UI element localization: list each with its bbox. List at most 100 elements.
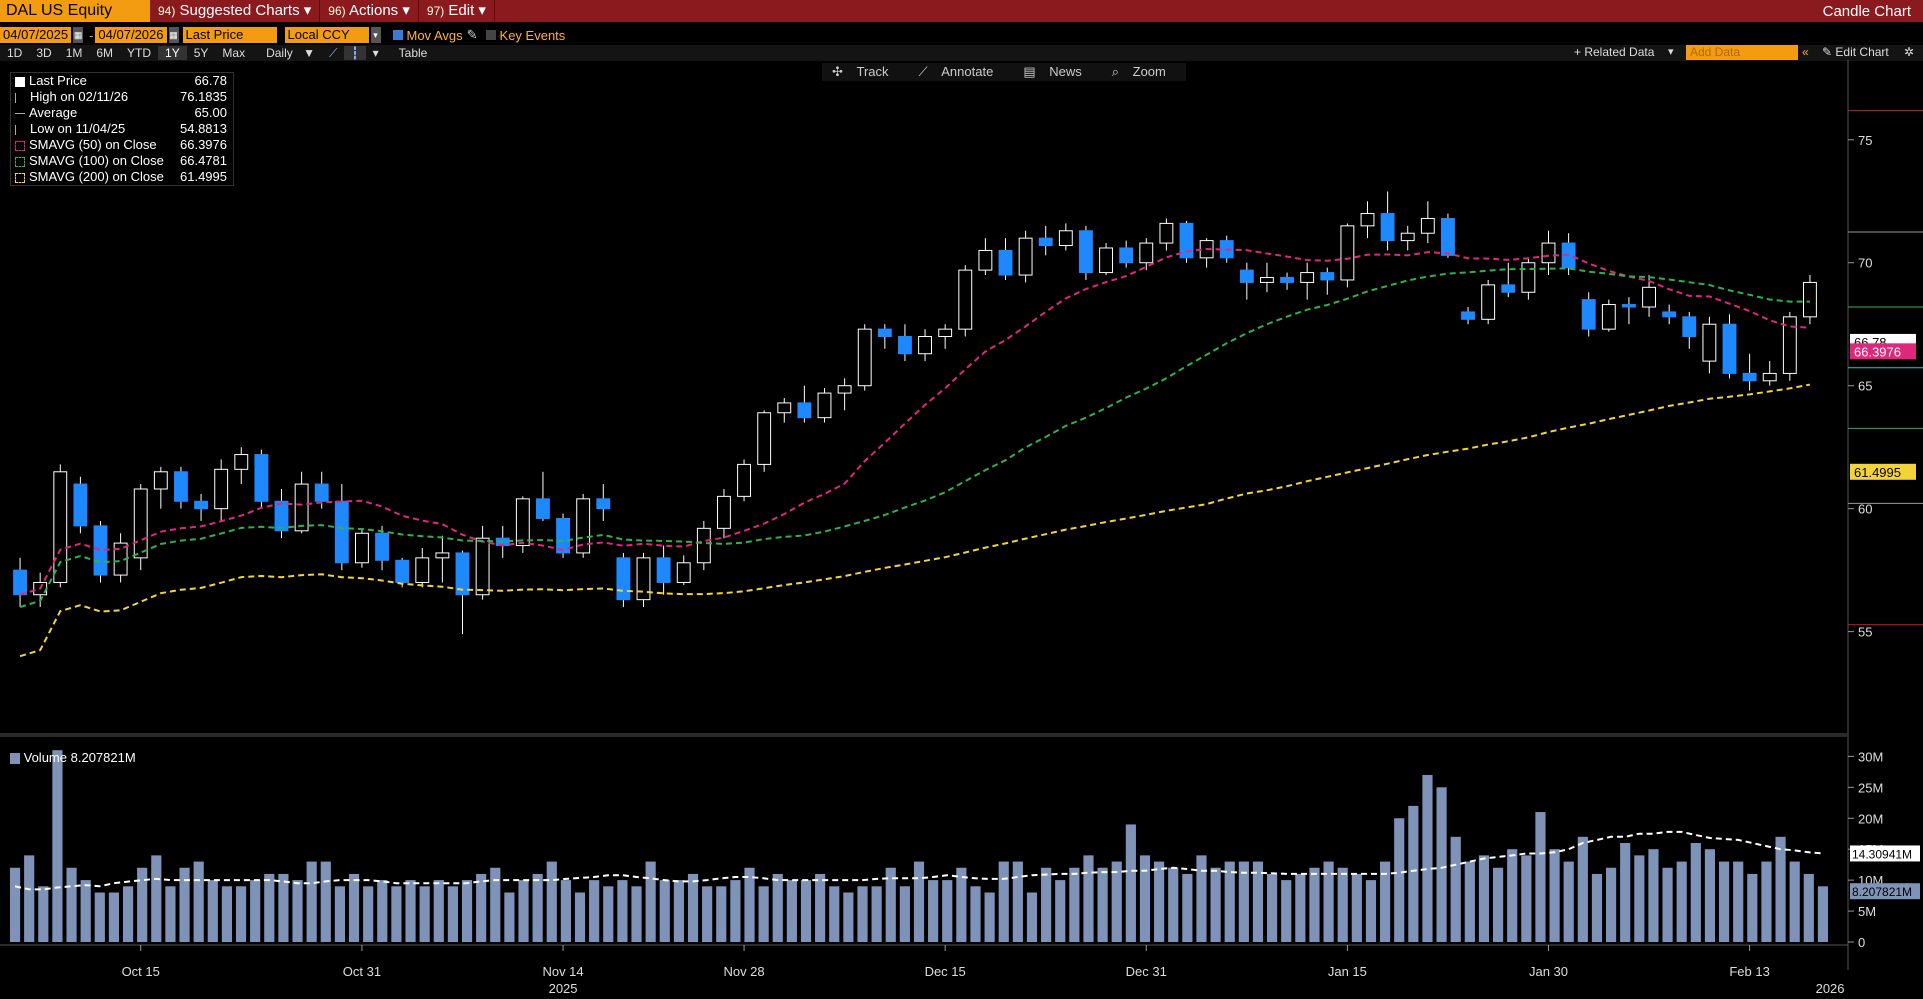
volume-bar xyxy=(758,886,769,942)
volume-bar xyxy=(66,867,77,942)
volume-bar xyxy=(871,886,882,942)
chevron-down-icon[interactable]: ▾ xyxy=(372,46,379,60)
candle xyxy=(877,324,892,349)
volume-bar xyxy=(1704,849,1716,942)
add-data-input[interactable]: Add Data xyxy=(1686,45,1798,60)
edit-chart-button[interactable]: ✎ Edit Chart xyxy=(1822,45,1889,59)
volume-bar xyxy=(108,892,120,942)
candle xyxy=(1461,307,1475,325)
period-max[interactable]: Max xyxy=(222,46,246,60)
chevron-down-icon[interactable]: ▾ xyxy=(370,27,381,43)
candle xyxy=(1058,223,1073,251)
candle xyxy=(696,520,711,571)
volume-legend-value: 8.207821M xyxy=(70,750,136,765)
pencil-icon[interactable]: ✎ xyxy=(466,27,478,42)
key-events-checkbox[interactable] xyxy=(485,30,496,40)
candle xyxy=(254,449,269,509)
line-chart-icon[interactable]: ⟋ xyxy=(328,45,338,60)
volume-bar xyxy=(1125,824,1136,942)
candle xyxy=(1079,225,1093,280)
volume-bar xyxy=(1224,861,1235,942)
title-bar: DAL US Equity 94) Suggested Charts ▾ 96)… xyxy=(0,0,1923,22)
candle xyxy=(475,525,490,600)
volume-bar xyxy=(631,886,642,942)
candle xyxy=(1400,225,1415,251)
volume-bar xyxy=(1620,843,1631,942)
related-data-button[interactable]: + Related Data xyxy=(1574,45,1655,59)
volume-bar xyxy=(52,750,63,942)
candle xyxy=(1179,220,1194,263)
candle xyxy=(1601,299,1616,332)
candle xyxy=(1742,353,1757,391)
candle xyxy=(1239,262,1254,300)
volume-bar xyxy=(1648,849,1659,942)
edit-menu[interactable]: 97) Edit ▾ xyxy=(419,0,495,22)
period-1y[interactable]: 1Y xyxy=(158,46,187,60)
candle xyxy=(1340,223,1355,288)
start-date-field[interactable]: 04/07/2025 xyxy=(0,27,72,43)
ticker-field[interactable]: DAL US Equity xyxy=(0,0,150,22)
volume-bar xyxy=(1634,855,1645,942)
x-tick-label: Jan 30 xyxy=(1529,964,1568,979)
candle xyxy=(1280,272,1294,290)
candle xyxy=(1682,311,1697,349)
price-tag: 66.3976 xyxy=(1854,344,1901,359)
annotate-tool[interactable]: ⟋ Annotate xyxy=(918,64,994,79)
volume-bar xyxy=(334,886,345,942)
frequency-select[interactable]: Daily ▼ xyxy=(266,46,315,60)
candle-chart-icon[interactable]: ┇ xyxy=(344,46,366,60)
track-tool[interactable]: ✣ Track xyxy=(832,64,889,79)
candle xyxy=(435,535,450,583)
volume-bar xyxy=(80,880,91,942)
vol-tick-label: 30M xyxy=(1858,749,1883,764)
field-select[interactable]: Last Price xyxy=(182,27,277,43)
calendar-icon[interactable]: ▦ xyxy=(168,27,179,43)
calendar-icon[interactable]: ▦ xyxy=(73,27,84,43)
actions-menu[interactable]: 96) Actions ▾ xyxy=(320,0,419,22)
candle xyxy=(1782,311,1797,381)
chevron-down-icon[interactable]: ▾ xyxy=(1668,46,1674,58)
candle xyxy=(918,329,932,362)
period-ytd[interactable]: YTD xyxy=(127,46,152,60)
zoom-tool[interactable]: ⌕ Zoom xyxy=(1111,64,1166,79)
period-5y[interactable]: 5Y xyxy=(193,46,209,60)
volume-bar xyxy=(1690,843,1701,942)
volume-bar xyxy=(292,880,303,942)
volume-bar xyxy=(1761,861,1772,942)
volume-bar xyxy=(1747,873,1758,942)
candle xyxy=(1099,243,1113,276)
suggested-charts-menu[interactable]: 94) Suggested Charts ▾ xyxy=(150,0,321,22)
period-1m[interactable]: 1M xyxy=(65,46,83,60)
vol-tag-bg xyxy=(1850,845,1920,862)
table-button[interactable]: Table xyxy=(398,46,428,60)
currency-select[interactable]: Local CCY xyxy=(284,27,369,43)
candle xyxy=(274,488,289,539)
volume-bar xyxy=(1478,855,1490,942)
end-date-field[interactable]: 04/07/2026 xyxy=(95,27,167,43)
candle xyxy=(1420,201,1435,244)
volume-bar xyxy=(673,880,684,942)
news-tool[interactable]: ▤ News xyxy=(1023,64,1082,79)
candle xyxy=(1441,213,1455,258)
volume-bar xyxy=(1182,873,1193,942)
volume-bar xyxy=(518,880,529,942)
expand-icon[interactable]: « xyxy=(1802,45,1809,59)
gear-icon[interactable]: ✲ xyxy=(1904,45,1915,59)
vol-tag: 14.30941M xyxy=(1852,847,1912,861)
candle xyxy=(1119,240,1134,268)
candle xyxy=(1762,361,1777,386)
volume-bar xyxy=(984,892,995,942)
mov-avgs-checkbox[interactable] xyxy=(392,30,403,40)
volume-bar xyxy=(1591,873,1603,942)
candle xyxy=(375,525,389,571)
volume-bar xyxy=(589,880,600,942)
volume-bar xyxy=(829,886,840,942)
candle xyxy=(978,238,993,276)
period-3d[interactable]: 3D xyxy=(36,46,52,60)
period-6m[interactable]: 6M xyxy=(96,46,114,60)
period-1d[interactable]: 1D xyxy=(7,46,23,60)
candle xyxy=(1481,279,1496,325)
candle xyxy=(1300,262,1315,300)
candle xyxy=(1803,275,1817,325)
